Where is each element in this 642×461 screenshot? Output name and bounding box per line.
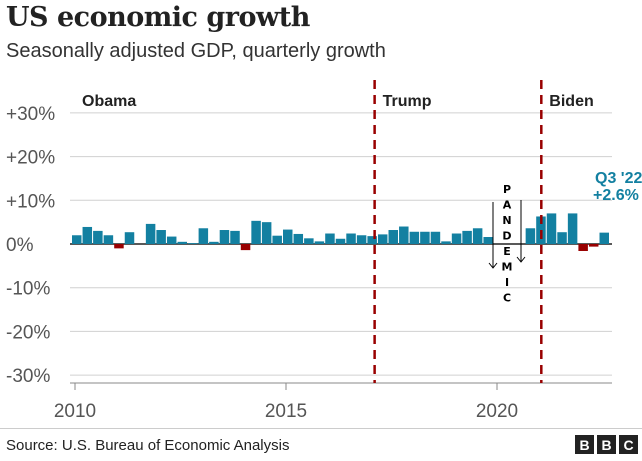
annotation-value: +2.6% — [593, 187, 639, 204]
bar-positive — [399, 226, 409, 244]
bar-positive — [546, 213, 557, 244]
bar-negative — [114, 244, 124, 249]
bar-positive — [72, 235, 82, 244]
x-tick-label: 2020 — [476, 401, 518, 422]
y-tick-label: 0% — [6, 235, 34, 256]
chart-title: US economic growth — [6, 2, 310, 33]
bar-positive — [599, 232, 609, 244]
bar-positive — [156, 230, 166, 244]
y-tick-label: +30% — [6, 104, 55, 125]
footer: Source: U.S. Bureau of Economic Analysis… — [0, 428, 642, 461]
bar-positive — [230, 230, 240, 244]
bar-positive — [251, 220, 261, 244]
bar-positive — [430, 231, 441, 244]
bar-positive — [377, 234, 388, 244]
annotation-label: Q3 '22 — [595, 170, 642, 187]
y-tick-label: -20% — [6, 322, 50, 343]
bar-positive — [567, 213, 578, 244]
bar-positive — [388, 230, 398, 244]
y-tick-label: +20% — [6, 148, 55, 169]
pandemic-letter: A — [503, 199, 512, 212]
x-tick-label: 2010 — [54, 401, 96, 422]
bar-positive — [304, 238, 314, 244]
y-tick-label: -10% — [6, 279, 50, 300]
pandemic-letter: C — [503, 292, 511, 305]
bar-positive — [272, 235, 282, 244]
bar-positive — [103, 235, 114, 244]
bar-positive — [409, 231, 420, 244]
bar-positive — [93, 230, 103, 244]
bar-positive — [451, 233, 462, 244]
bar-positive — [420, 231, 430, 244]
bar-positive — [293, 233, 304, 244]
bar-positive — [283, 229, 293, 244]
bar-positive — [325, 233, 335, 244]
bar-negative — [588, 244, 599, 247]
bar-negative — [240, 244, 251, 251]
bar-positive — [525, 228, 536, 244]
bar-positive — [198, 228, 209, 244]
bar-positive — [177, 241, 187, 244]
y-tick-label: +10% — [6, 191, 55, 212]
bar-positive — [145, 223, 156, 244]
chart-svg: +30% +20% +10% 0% -10% -20% -30%2010 2015 2020 Ob… — [6, 80, 642, 422]
bar-positive — [124, 232, 135, 244]
arrow-head-icon — [488, 262, 498, 269]
president-label: Trump — [383, 93, 432, 110]
bar-positive — [314, 241, 325, 244]
bar-positive — [219, 230, 230, 244]
source-text: Source: U.S. Bureau of Economic Analysis — [6, 437, 290, 454]
chart-subtitle: Seasonally adjusted GDP, quarterly growt… — [6, 40, 386, 62]
bar-positive — [483, 237, 493, 244]
pandemic-letter: I — [505, 276, 509, 289]
y-tick-label: -30% — [6, 366, 50, 387]
bar-negative — [578, 244, 588, 251]
x-tick-label: 2015 — [265, 401, 307, 422]
bar-positive — [367, 236, 377, 244]
bar-positive — [441, 241, 451, 244]
pandemic-letter: P — [503, 183, 511, 196]
bar-positive — [166, 236, 177, 244]
pandemic-letter: D — [502, 230, 511, 243]
bar-positive — [82, 226, 93, 244]
bar-positive — [346, 233, 356, 244]
pandemic-letter: E — [503, 245, 511, 258]
pandemic-letter: M — [502, 261, 513, 274]
president-label: Biden — [549, 93, 593, 110]
pandemic-letter: N — [502, 214, 511, 227]
bar-positive — [188, 243, 198, 244]
arrow-head-icon — [516, 256, 526, 263]
bar-positive — [261, 222, 272, 244]
bar-positive — [472, 228, 483, 244]
president-label: Obama — [82, 93, 136, 110]
bar-positive — [209, 241, 219, 244]
bar-positive — [335, 238, 346, 244]
bar-positive — [462, 230, 472, 244]
bar-positive — [356, 235, 367, 244]
bar-positive — [557, 232, 567, 244]
